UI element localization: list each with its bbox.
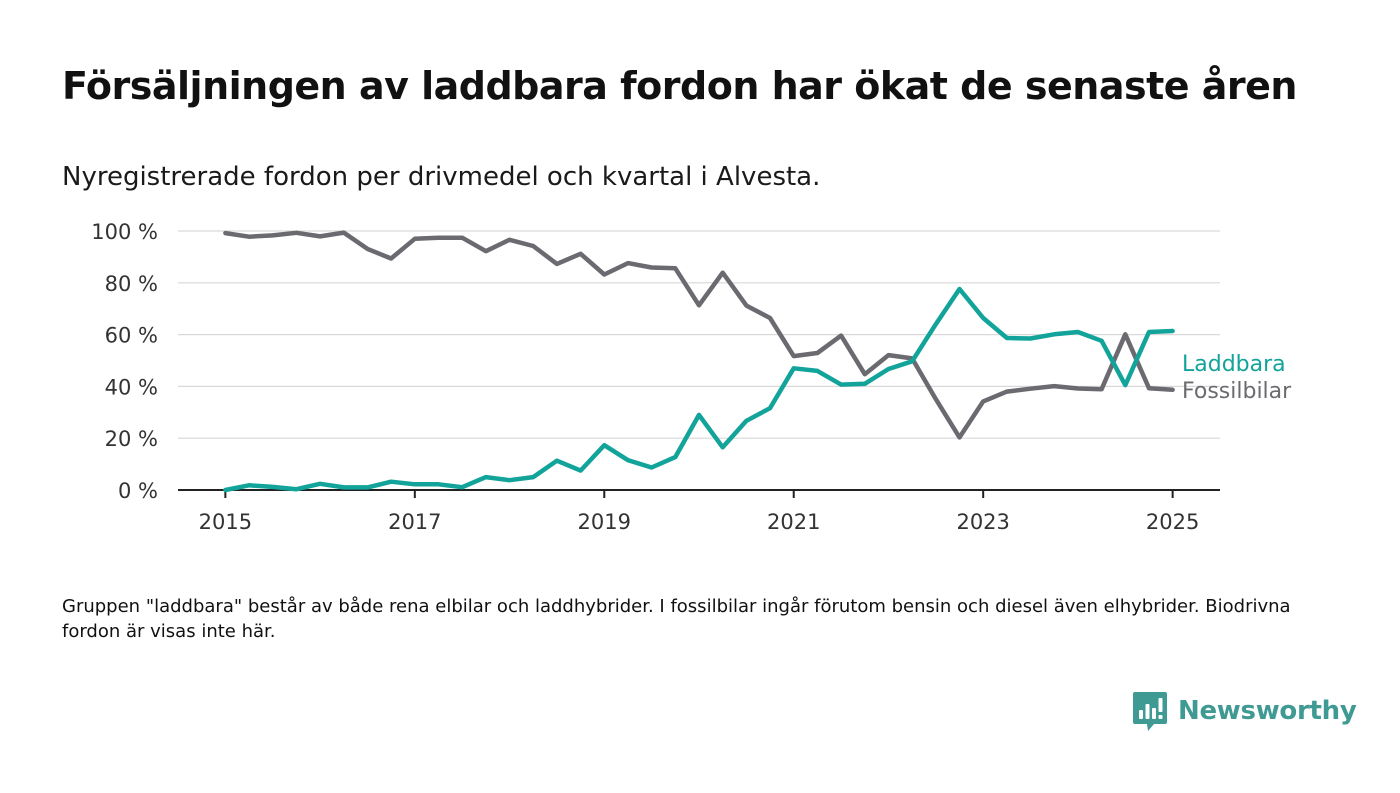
series-line-fossilbilar [223,230,1175,440]
chart-subtitle: Nyregistrerade fordon per drivmedel och … [62,162,821,192]
x-tick-label: 2021 [767,510,820,534]
brand: Newsworthy [1132,690,1357,732]
y-tick-label: 0 % [118,479,158,503]
chart-title: Försäljningen av laddbara fordon har öka… [62,64,1297,108]
y-tick-label: 100 % [91,220,158,244]
y-tick-label: 80 % [105,272,158,296]
x-tick-label: 2025 [1146,510,1199,534]
brand-name: Newsworthy [1178,696,1357,726]
newsworthy-logo-icon [1133,692,1167,731]
series-label-laddbara: Laddbara [1182,352,1286,377]
footnote: Gruppen "laddbara" består av både rena e… [62,596,1291,642]
x-tick-label: 2017 [388,510,441,534]
series-label-fossilbilar: Fossilbilar [1182,379,1292,404]
x-tick-label: 2019 [578,510,631,534]
line-chart: 0 % 20 % 40 % 60 % 80 % 100 % 2015 2017 2019 2021… [91,220,1292,534]
series-line-laddbara [223,286,1175,493]
y-tick-label: 40 % [105,375,158,399]
y-tick-label: 60 % [105,324,158,348]
x-tick-label: 2023 [956,510,1009,534]
x-tick-label: 2015 [199,510,252,534]
y-tick-label: 20 % [105,427,158,451]
